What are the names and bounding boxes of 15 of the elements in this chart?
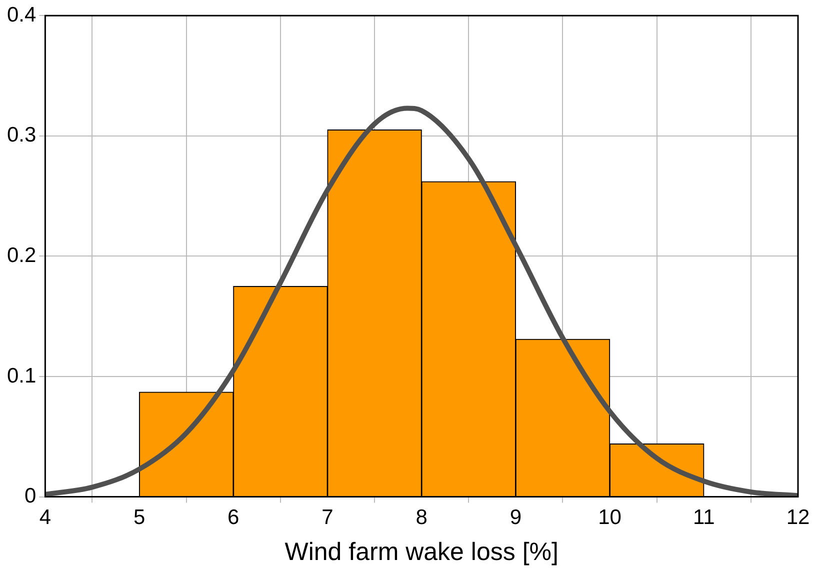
x-tick-label: 6 bbox=[228, 506, 240, 530]
y-tick-label: 0.4 bbox=[6, 3, 37, 26]
x-tick-label: 8 bbox=[416, 506, 428, 530]
x-tick-label: 11 bbox=[692, 506, 715, 530]
x-tick-label: 7 bbox=[322, 506, 334, 530]
y-tick-label: 0.2 bbox=[6, 244, 36, 267]
x-tick-label: 10 bbox=[598, 506, 622, 530]
x-tick-label: 4 bbox=[39, 506, 52, 530]
y-tick-label: 0.1 bbox=[6, 364, 36, 388]
x-tick-label: 5 bbox=[133, 506, 146, 530]
x-axis-title: Wind farm wake loss [%] bbox=[284, 538, 558, 566]
x-tick-label: 12 bbox=[786, 506, 810, 530]
x-tick-label: 9 bbox=[510, 506, 522, 530]
y-tick-label: 0.3 bbox=[6, 124, 36, 147]
y-tick-label: 0 bbox=[24, 484, 36, 508]
